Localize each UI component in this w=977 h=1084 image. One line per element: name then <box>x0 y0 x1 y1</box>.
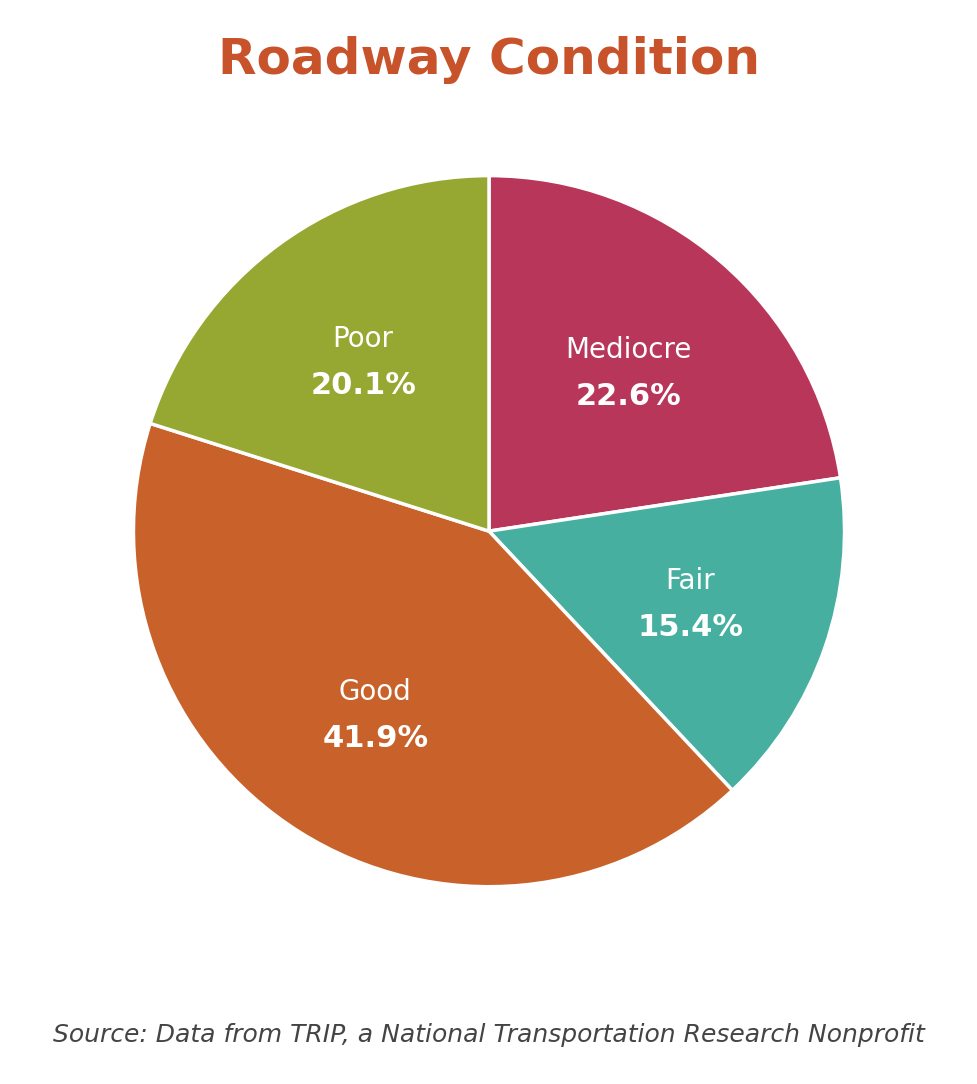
Text: Fair: Fair <box>665 567 715 595</box>
Text: Source: Data from TRIP, a National Transportation Research Nonprofit: Source: Data from TRIP, a National Trans… <box>53 1023 924 1047</box>
Text: 22.6%: 22.6% <box>574 382 680 411</box>
Text: Poor: Poor <box>332 325 393 353</box>
Text: Good: Good <box>339 679 411 706</box>
Text: 20.1%: 20.1% <box>310 371 415 400</box>
Wedge shape <box>150 176 488 531</box>
Text: Roadway Condition: Roadway Condition <box>218 36 759 83</box>
Wedge shape <box>133 424 732 887</box>
Text: 41.9%: 41.9% <box>321 724 428 752</box>
Text: 15.4%: 15.4% <box>637 614 743 642</box>
Wedge shape <box>488 478 844 790</box>
Wedge shape <box>488 176 839 531</box>
Text: Mediocre: Mediocre <box>565 336 691 364</box>
